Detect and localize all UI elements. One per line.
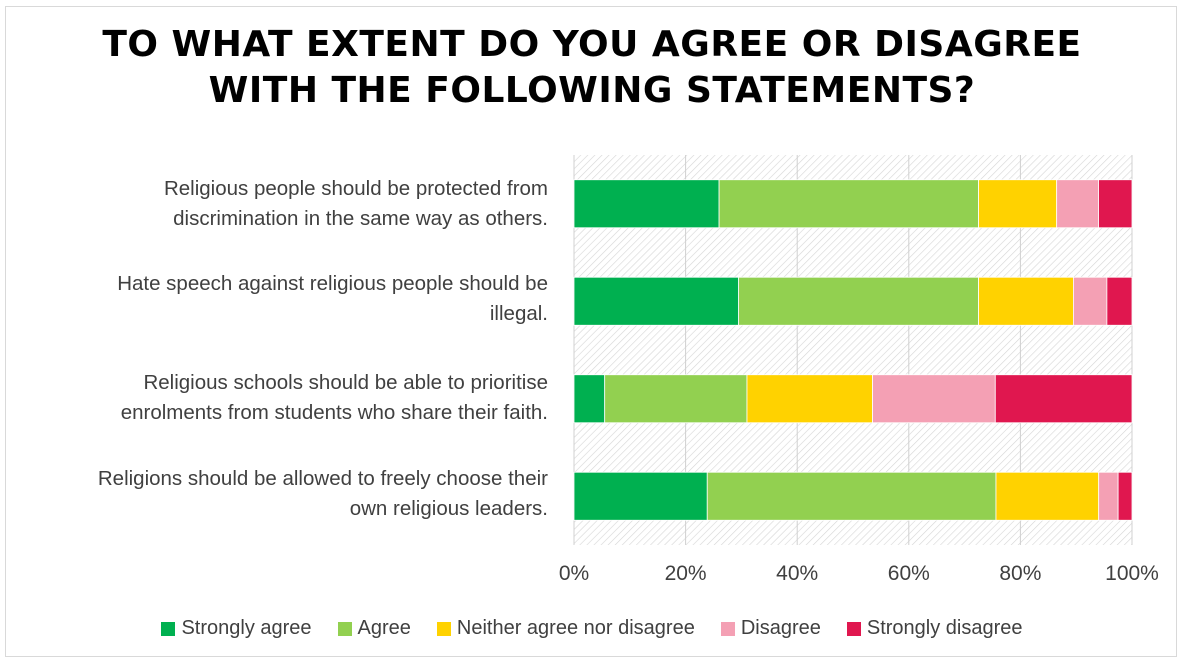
- legend-item-neither: Neither agree nor disagree: [436, 617, 695, 640]
- bar-4-strongly-disagree: [1117, 471, 1133, 521]
- category-label-2-line-1: Hate speech against religious people sho…: [117, 272, 548, 295]
- bar-4-neither-agree-nor-disagree: [995, 471, 1100, 521]
- legend-swatch-agree: [337, 621, 352, 636]
- legend-label-agree: Agree: [357, 617, 411, 639]
- bar-3-strongly-agree: [573, 374, 606, 424]
- bar-3-agree: [604, 374, 748, 424]
- legend-item-strongly-agree: Strongly agree: [161, 617, 312, 640]
- bar-1-disagree: [1056, 179, 1099, 229]
- category-label-3: Religious schools should be able to prio…: [10, 368, 548, 428]
- bar-3-strongly-disagree: [994, 374, 1133, 424]
- bar-1-agree: [718, 179, 979, 229]
- legend-item-strongly-disagree: Strongly disagree: [846, 617, 1023, 640]
- legend-swatch-strongly-disagree: [846, 621, 861, 636]
- legend-swatch-neither: [436, 621, 451, 636]
- chart-title-line-1: To what extent do you agree or disagree: [102, 24, 1082, 65]
- bar-3-disagree: [872, 374, 996, 424]
- x-tick-label-60: 60%: [887, 562, 930, 585]
- bar-2-disagree: [1073, 276, 1108, 326]
- category-label-1: Religious people should be protected fro…: [10, 174, 548, 234]
- bar-2-strongly-disagree: [1106, 276, 1133, 326]
- bar-4-agree: [706, 471, 997, 521]
- category-label-3-line-2: enrolments from students who share their…: [120, 401, 548, 424]
- legend-label-strongly-disagree: Strongly disagree: [866, 617, 1023, 639]
- bar-1-neither-agree-nor-disagree: [978, 179, 1058, 229]
- chart-title: To what extent do you agree or disagree …: [0, 22, 1184, 114]
- category-label-2: Hate speech against religious people sho…: [10, 269, 548, 329]
- legend-item-disagree: Disagree: [720, 617, 821, 640]
- bar-2-neither-agree-nor-disagree: [978, 276, 1074, 326]
- legend-item-agree: Agree: [337, 617, 411, 640]
- bar-4-disagree: [1098, 471, 1119, 521]
- chart-title-line-2: with the following statements?: [208, 70, 976, 111]
- bars: [573, 179, 1133, 521]
- x-tick-label-0: 0%: [558, 562, 590, 585]
- legend-label-neither: Neither agree nor disagree: [456, 617, 695, 639]
- bar-2-agree: [738, 276, 979, 326]
- x-tick-label-20: 20%: [664, 562, 707, 585]
- legend-swatch-strongly-agree: [161, 621, 176, 636]
- legend-label-strongly-agree: Strongly agree: [181, 617, 312, 639]
- x-tick-label-80: 80%: [999, 562, 1042, 585]
- category-label-4-line-2: own religious leaders.: [349, 497, 548, 520]
- x-tick-label-40: 40%: [776, 562, 819, 585]
- bar-2-strongly-agree: [573, 276, 740, 326]
- bar-1-strongly-agree: [573, 179, 720, 229]
- bar-3-neither-agree-nor-disagree: [746, 374, 873, 424]
- category-label-2-line-2: illegal.: [489, 302, 548, 325]
- category-label-1-line-1: Religious people should be protected fro…: [163, 177, 548, 200]
- legend-label-disagree: Disagree: [740, 617, 821, 639]
- category-label-4-line-1: Religions should be allowed to freely ch…: [97, 467, 548, 490]
- category-label-3-line-1: Religious schools should be able to prio…: [143, 371, 548, 394]
- category-label-4: Religions should be allowed to freely ch…: [10, 464, 548, 524]
- x-tick-label-100: 100%: [1105, 562, 1159, 585]
- legend: Strongly agree Agree Neither agree nor d…: [0, 617, 1184, 640]
- bar-4-strongly-agree: [573, 471, 708, 521]
- category-label-1-line-2: discrimination in the same way as others…: [173, 207, 548, 230]
- legend-swatch-disagree: [720, 621, 735, 636]
- bar-1-strongly-disagree: [1098, 179, 1133, 229]
